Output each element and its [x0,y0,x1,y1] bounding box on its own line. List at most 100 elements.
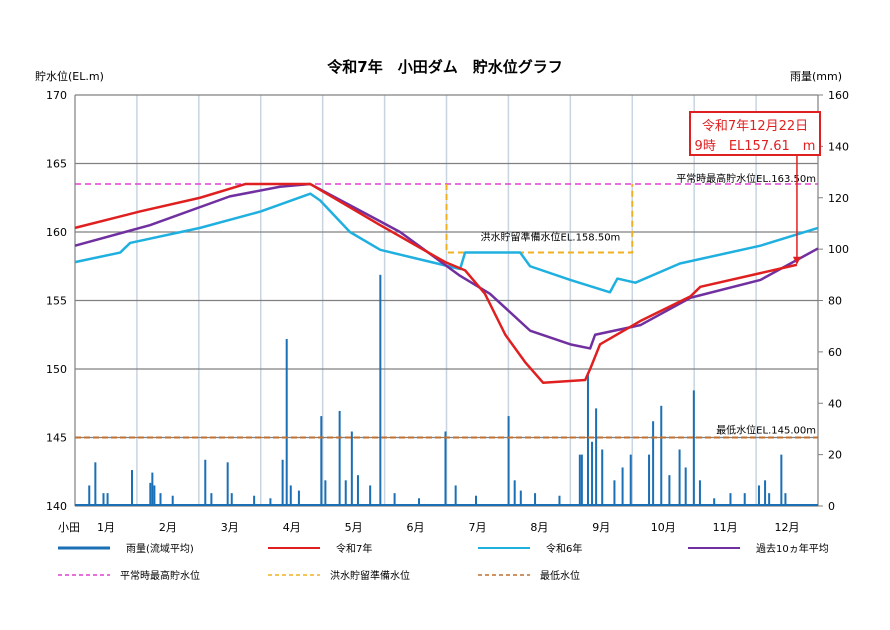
rainfall-bar [281,459,284,506]
rainfall-bar [444,431,447,506]
rainfall-bar [338,410,341,506]
rainfall-bar [601,449,604,506]
annotation-level: 9時 EL157.61 m [695,139,816,154]
rainfall-bar [94,462,97,506]
rainfall-bar [591,441,594,506]
rainfall-bar [130,470,133,506]
rainfall-bar [713,498,716,506]
legend-label: 雨量(流域平均) [126,542,194,555]
month-label: 10月 [651,521,676,534]
chart-title: 令和7年 小田ダム 貯水位グラフ [327,58,563,76]
month-label: 5月 [345,521,363,534]
rainfall-bar [88,485,91,506]
rainfall-bar [102,493,105,506]
rainfall-bar [226,462,229,506]
rainfall-bar [780,454,783,506]
legend-label: 令和7年 [336,542,372,555]
rainfall-bar [253,495,256,506]
rainfall-bar [768,493,771,506]
rainfall-bar [320,416,323,506]
rainfall-bar [159,493,162,506]
rainfall-bar [344,480,347,506]
month-label: 11月 [713,521,738,534]
y-right-tick-label: 140 [828,140,849,153]
high-water-label: 平常時最高貯水位EL.163.50m [676,172,816,185]
rainfall-bar [513,480,516,506]
month-label: 6月 [407,521,425,534]
rainfall-bar [393,493,396,506]
rainfall-bar [285,339,288,506]
rainfall-bar [784,493,787,506]
rainfall-bar [678,449,681,506]
rainfall-bar [595,408,598,506]
series-line [74,182,819,350]
rainfall-bar [698,480,701,506]
y-left-tick-label: 145 [46,432,67,445]
rainfall-bar [580,454,583,506]
y-right-tick-label: 60 [828,346,842,359]
rainfall-bar [369,485,372,506]
rainfall-bar [668,475,671,506]
y-right-tick-label: 120 [828,192,849,205]
rainfall-bar [613,480,616,506]
rainfall-bar [210,493,213,506]
y-left-tick-label: 155 [46,295,67,308]
y-left-tick-label: 165 [46,158,67,171]
rainfall-bar [324,480,327,506]
rainfall-bar [153,485,156,506]
rainfall-bar [743,493,746,506]
y-left-tick-label: 140 [46,500,67,513]
y-right-tick-label: 20 [828,449,842,462]
month-label: 9月 [592,521,610,534]
legend-label: 平常時最高貯水位 [120,569,200,582]
rainfall-bar [106,493,109,506]
annotation-box [689,111,821,156]
rainfall-bar [297,490,300,506]
month-label: 2月 [159,521,177,534]
annotation-arrow-head [792,256,801,265]
y-right-tick-label: 100 [828,243,849,256]
rainfall-bar [534,493,537,506]
rainfall-bar [648,454,651,506]
flood-reserve-label: 洪水貯留準備水位EL.158.50m [481,231,621,244]
rainfall-bar [652,421,655,506]
rainfall-bar [757,485,760,506]
y-left-tick-label: 160 [46,226,67,239]
rainfall-bar [729,493,732,506]
rainfall-bar [507,416,510,506]
rainfall-bar [289,485,292,506]
rainfall-bar [475,495,478,506]
y-left-axis-label: 貯水位(EL.m) [35,69,104,83]
legend-label: 過去10ヵ年平均 [756,542,829,555]
rainfall-bar [578,454,581,506]
rainfall-bar [204,459,207,506]
min-water-label: 最低水位EL.145.00m [716,424,816,437]
month-label: 3月 [221,521,239,534]
rainfall-bar [764,480,767,506]
rainfall-bar [230,493,233,506]
y-right-tick-label: 0 [828,500,835,513]
legend-label: 洪水貯留準備水位 [330,569,410,582]
rainfall-bar [558,495,561,506]
month-label: 4月 [283,521,301,534]
rainfall-bar [171,495,174,506]
rainfall-bar [519,490,522,506]
rainfall-bar [692,390,695,506]
rainfall-bar [586,372,589,506]
y-right-axis-label: 雨量(mm) [790,70,842,83]
y-left-tick-label: 150 [46,363,67,376]
x-prefix-label: 小田 [58,521,80,534]
rainfall-bar [149,482,152,506]
rainfall-bar [269,498,272,506]
flood-reserve-line [445,184,634,254]
rainfall-bar [356,475,359,506]
legend-label: 最低水位 [540,569,580,582]
rainfall-bar [660,405,663,506]
rainfall-bar [350,431,353,506]
y-right-tick-label: 40 [828,397,842,410]
y-right-tick-label: 160 [828,89,849,102]
rainfall-bar [621,467,624,506]
month-label: 7月 [468,521,486,534]
